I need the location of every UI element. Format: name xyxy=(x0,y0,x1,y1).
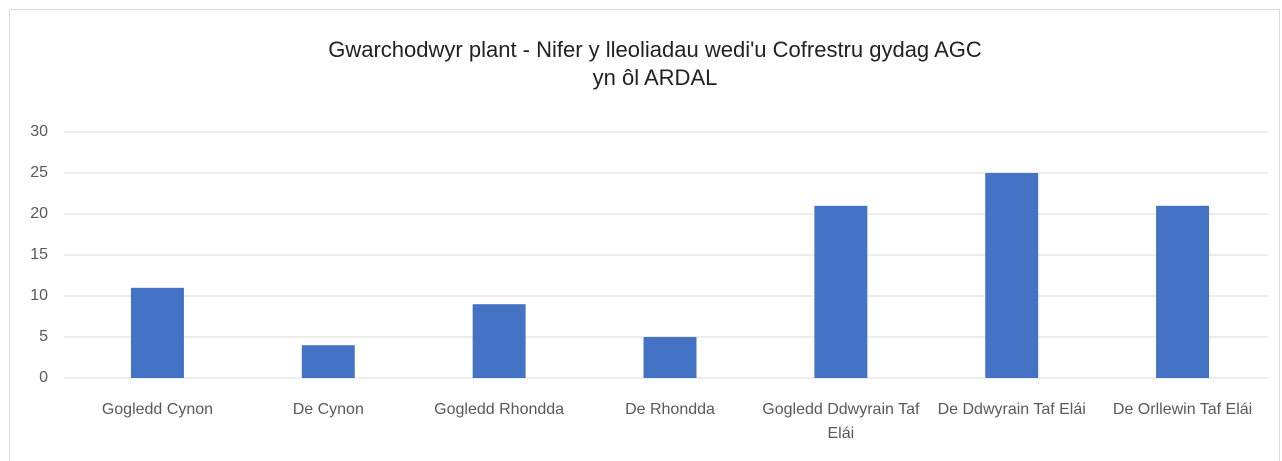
y-tick-label: 5 xyxy=(39,328,48,345)
x-tick-label: Gogledd Ddwyrain Taf Elái xyxy=(762,401,920,442)
y-tick-label: 0 xyxy=(39,369,48,386)
bar xyxy=(1156,205,1210,378)
y-tick-label: 30 xyxy=(30,123,48,140)
bar xyxy=(814,205,868,378)
y-tick-label: 25 xyxy=(30,164,48,181)
bar xyxy=(130,287,184,378)
x-tick-label: De Rhondda xyxy=(625,401,715,418)
x-tick-label: De Cynon xyxy=(292,401,364,418)
y-tick-label: 15 xyxy=(30,246,48,263)
chart-title: Gwarchodwyr plant - Nifer y lleoliadau w… xyxy=(328,37,982,62)
chart-border xyxy=(9,9,1280,461)
x-tick-label: Gogledd Cynon xyxy=(101,401,214,418)
y-tick-label: 10 xyxy=(30,287,48,304)
bar xyxy=(301,345,355,378)
x-tick-label: Gogledd Rhondda xyxy=(434,401,565,418)
bar xyxy=(472,304,526,378)
y-tick-label: 20 xyxy=(30,205,48,222)
chart-title: yn ôl ARDAL xyxy=(593,65,718,90)
x-tick-label: De Ddwyrain Taf Elái xyxy=(937,401,1086,418)
bar xyxy=(985,173,1039,378)
x-tick-label: De Orllewin Taf Elái xyxy=(1112,401,1253,418)
bar xyxy=(643,337,697,378)
